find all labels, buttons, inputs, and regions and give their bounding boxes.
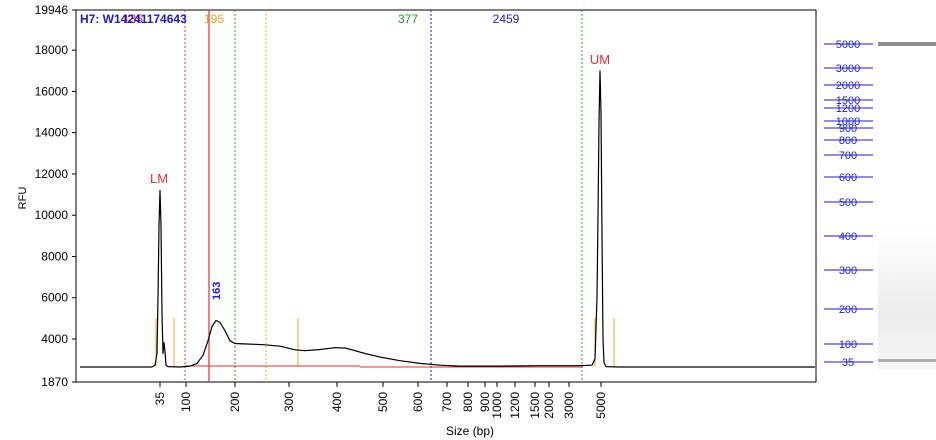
x-tick-label: 3000 <box>562 392 576 419</box>
y-tick-label: 12000 <box>35 167 69 181</box>
cursor-label: 135 <box>123 12 143 26</box>
y-tick-label: 8000 <box>41 249 68 263</box>
ladder-label: 200 <box>839 304 857 316</box>
ladder-label: 2000 <box>836 80 860 92</box>
x-tick-label: 1500 <box>528 392 542 419</box>
trace-line <box>80 70 815 368</box>
y-tick-label: 6000 <box>41 291 68 305</box>
y-axis-title: RFU <box>17 187 29 210</box>
ladder-label: 5000 <box>836 39 860 51</box>
x-tick-label: 1200 <box>508 392 522 419</box>
x-tick-label: 5000 <box>594 392 608 419</box>
marker-label: UM <box>590 52 610 67</box>
gel-lane-background <box>878 10 936 370</box>
x-tick-label: 700 <box>440 392 454 412</box>
y-tick-label: 16000 <box>35 84 69 98</box>
y-tick-label: 1870 <box>41 375 68 389</box>
cursor-lines: 135 195 377 2459 <box>123 10 583 382</box>
gel-lane <box>878 10 936 370</box>
peak-size-label: 163 <box>211 282 223 300</box>
y-tick-label: 19946 <box>35 3 69 17</box>
ladder-label: 500 <box>839 197 857 209</box>
trace-series <box>80 70 815 368</box>
ladder-label: 100 <box>839 339 857 351</box>
y-tick-label: 14000 <box>35 126 69 140</box>
y-tick-label: 10000 <box>35 208 69 222</box>
ladder-label: 1500 <box>836 95 860 107</box>
marker-label: LM <box>150 171 168 186</box>
cursor-label: 195 <box>204 12 224 26</box>
x-tick-label: 800 <box>461 392 475 412</box>
plot-frame <box>75 9 817 383</box>
y-tick-label: 4000 <box>41 332 68 346</box>
ladder-label: 400 <box>839 231 857 243</box>
gel-band-upper <box>878 42 936 46</box>
x-tick-label: 500 <box>376 392 390 412</box>
ladder-label: 900 <box>839 123 857 135</box>
ladder-label: 1200 <box>836 103 860 115</box>
ladder-label: 600 <box>839 172 857 184</box>
annotations: LM UM 163 <box>150 52 610 300</box>
x-tick-label: 2000 <box>542 392 556 419</box>
region-label: 2459 <box>493 12 520 26</box>
x-tick-label: 200 <box>228 392 242 412</box>
ladder-label: 700 <box>839 150 857 162</box>
ladder-label: 1000 <box>836 116 860 128</box>
x-tick-label: 600 <box>411 392 425 412</box>
x-axis-title: Size (bp) <box>446 424 494 438</box>
x-tick-label: 1000 <box>490 392 504 419</box>
region-label: 377 <box>398 12 418 26</box>
ladder-label: 3000 <box>836 63 860 75</box>
ladder-label: 800 <box>839 135 857 147</box>
y-axis: 1870 4000 6000 8000 10000 12000 14000 16000 1800… <box>35 3 76 389</box>
gel-band-lower <box>878 359 936 362</box>
ladder-label: 300 <box>839 265 857 277</box>
x-tick-label: 900 <box>478 392 492 412</box>
x-tick-label: 300 <box>282 392 296 412</box>
sample-label: H7: W14241174643 <box>80 12 187 26</box>
x-tick-label: 100 <box>179 392 193 412</box>
ladder-label: 35 <box>842 357 854 369</box>
x-tick-label: 35 <box>153 392 167 406</box>
x-tick-label: 400 <box>330 392 344 412</box>
y-tick-label: 18000 <box>35 43 69 57</box>
